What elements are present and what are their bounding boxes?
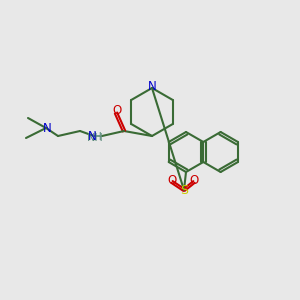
Text: NH: NH [87,133,104,143]
Text: N: N [88,130,96,142]
Text: O: O [112,104,122,118]
Text: O: O [167,173,177,187]
Text: H: H [94,132,102,142]
Text: N: N [43,122,51,134]
Text: N: N [148,80,156,94]
Text: S: S [180,184,188,196]
Text: O: O [189,173,199,187]
